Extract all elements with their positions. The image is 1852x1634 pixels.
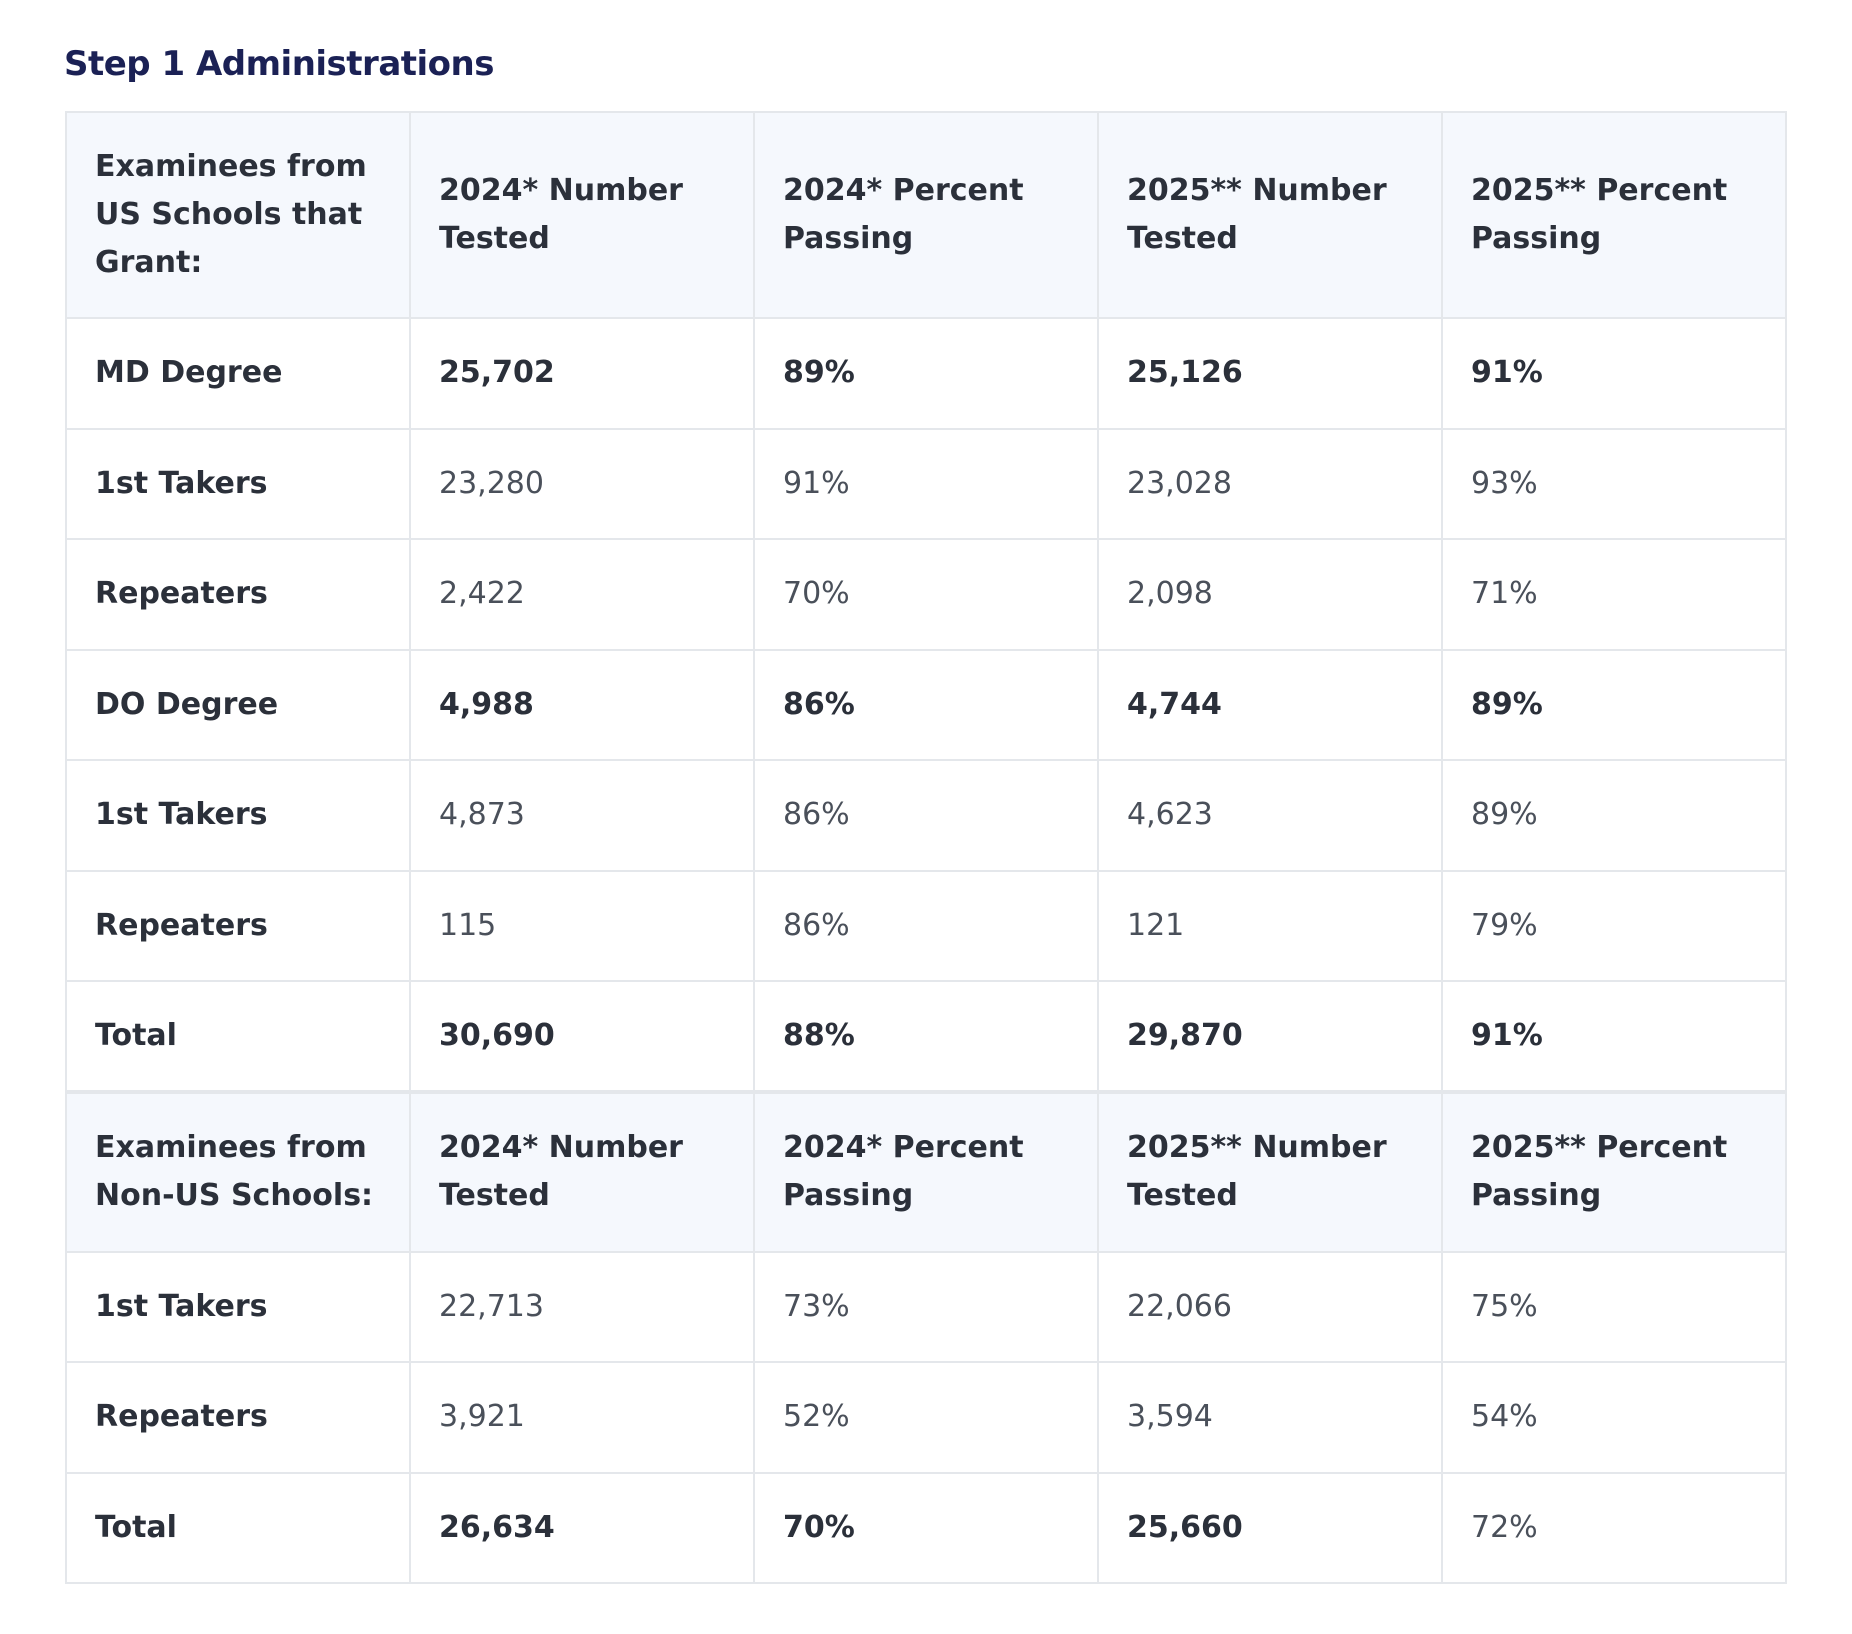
- row-label: Total: [65, 1471, 411, 1584]
- header-cell: 2025** Percent Passing: [1441, 1089, 1787, 1253]
- data-cell: 79%: [1441, 869, 1787, 982]
- row-label: DO Degree: [65, 648, 411, 761]
- row-label: 1st Takers: [65, 759, 411, 872]
- row-label: MD Degree: [65, 317, 411, 430]
- data-row: DO Degree 4,988 86% 4,744 89%: [65, 648, 1787, 761]
- row-label: Total: [65, 980, 411, 1093]
- data-row: 1st Takers 23,280 91% 23,028 93%: [65, 427, 1787, 540]
- data-cell: 25,660: [1097, 1471, 1443, 1584]
- data-cell: 26,634: [409, 1471, 755, 1584]
- data-cell: 71%: [1441, 538, 1787, 651]
- data-row: 1st Takers 4,873 86% 4,623 89%: [65, 759, 1787, 872]
- data-cell: 4,623: [1097, 759, 1443, 872]
- data-cell: 89%: [1441, 648, 1787, 761]
- data-cell: 4,873: [409, 759, 755, 872]
- data-cell: 72%: [1441, 1471, 1787, 1584]
- results-table: Examinees from US Schools that Grant: 202…: [65, 111, 1787, 1584]
- header-cell: 2024* Percent Passing: [753, 111, 1099, 319]
- data-cell: 52%: [753, 1361, 1099, 1474]
- row-label: Repeaters: [65, 1361, 411, 1474]
- data-cell: 70%: [753, 538, 1099, 651]
- header-cell: 2024* Number Tested: [409, 111, 755, 319]
- data-cell: 115: [409, 869, 755, 982]
- data-row: Repeaters 115 86% 121 79%: [65, 869, 1787, 982]
- data-cell: 25,126: [1097, 317, 1443, 430]
- header-cell: 2025** Percent Passing: [1441, 111, 1787, 319]
- data-cell: 73%: [753, 1250, 1099, 1363]
- data-row: 1st Takers 22,713 73% 22,066 75%: [65, 1250, 1787, 1363]
- header-cell: 2025** Number Tested: [1097, 111, 1443, 319]
- data-cell: 22,713: [409, 1250, 755, 1363]
- header-cell: 2024* Percent Passing: [753, 1089, 1099, 1253]
- data-cell: 89%: [753, 317, 1099, 430]
- data-cell: 91%: [1441, 317, 1787, 430]
- header-cell: Examinees from Non-US Schools:: [65, 1089, 411, 1253]
- data-cell: 89%: [1441, 759, 1787, 872]
- row-label: 1st Takers: [65, 1250, 411, 1363]
- data-cell: 86%: [753, 648, 1099, 761]
- data-cell: 30,690: [409, 980, 755, 1093]
- data-cell: 88%: [753, 980, 1099, 1093]
- data-cell: 54%: [1441, 1361, 1787, 1474]
- data-cell: 2,422: [409, 538, 755, 651]
- data-cell: 93%: [1441, 427, 1787, 540]
- data-row: Total 30,690 88% 29,870 91%: [65, 980, 1787, 1093]
- data-cell: 86%: [753, 759, 1099, 872]
- data-row: Total 26,634 70% 25,660 72%: [65, 1471, 1787, 1584]
- data-cell: 29,870: [1097, 980, 1443, 1093]
- row-label: Repeaters: [65, 869, 411, 982]
- data-cell: 70%: [753, 1471, 1099, 1584]
- header-row: Examinees from US Schools that Grant: 202…: [65, 111, 1787, 319]
- data-cell: 75%: [1441, 1250, 1787, 1363]
- data-row: Repeaters 2,422 70% 2,098 71%: [65, 538, 1787, 651]
- row-label: 1st Takers: [65, 427, 411, 540]
- data-cell: 121: [1097, 869, 1443, 982]
- data-cell: 23,280: [409, 427, 755, 540]
- data-cell: 3,594: [1097, 1361, 1443, 1474]
- data-cell: 23,028: [1097, 427, 1443, 540]
- data-cell: 91%: [753, 427, 1099, 540]
- data-cell: 91%: [1441, 980, 1787, 1093]
- header-cell: 2025** Number Tested: [1097, 1089, 1443, 1253]
- data-cell: 22,066: [1097, 1250, 1443, 1363]
- data-row: Repeaters 3,921 52% 3,594 54%: [65, 1361, 1787, 1474]
- header-cell: Examinees from US Schools that Grant:: [65, 111, 411, 319]
- header-cell: 2024* Number Tested: [409, 1089, 755, 1253]
- header-row: Examinees from Non-US Schools: 2024* Numb…: [65, 1089, 1787, 1253]
- data-cell: 4,744: [1097, 648, 1443, 761]
- data-cell: 3,921: [409, 1361, 755, 1474]
- page-title: Step 1 Administrations: [64, 44, 494, 84]
- data-cell: 4,988: [409, 648, 755, 761]
- data-row: MD Degree 25,702 89% 25,126 91%: [65, 317, 1787, 430]
- data-cell: 2,098: [1097, 538, 1443, 651]
- data-cell: 86%: [753, 869, 1099, 982]
- data-cell: 25,702: [409, 317, 755, 430]
- row-label: Repeaters: [65, 538, 411, 651]
